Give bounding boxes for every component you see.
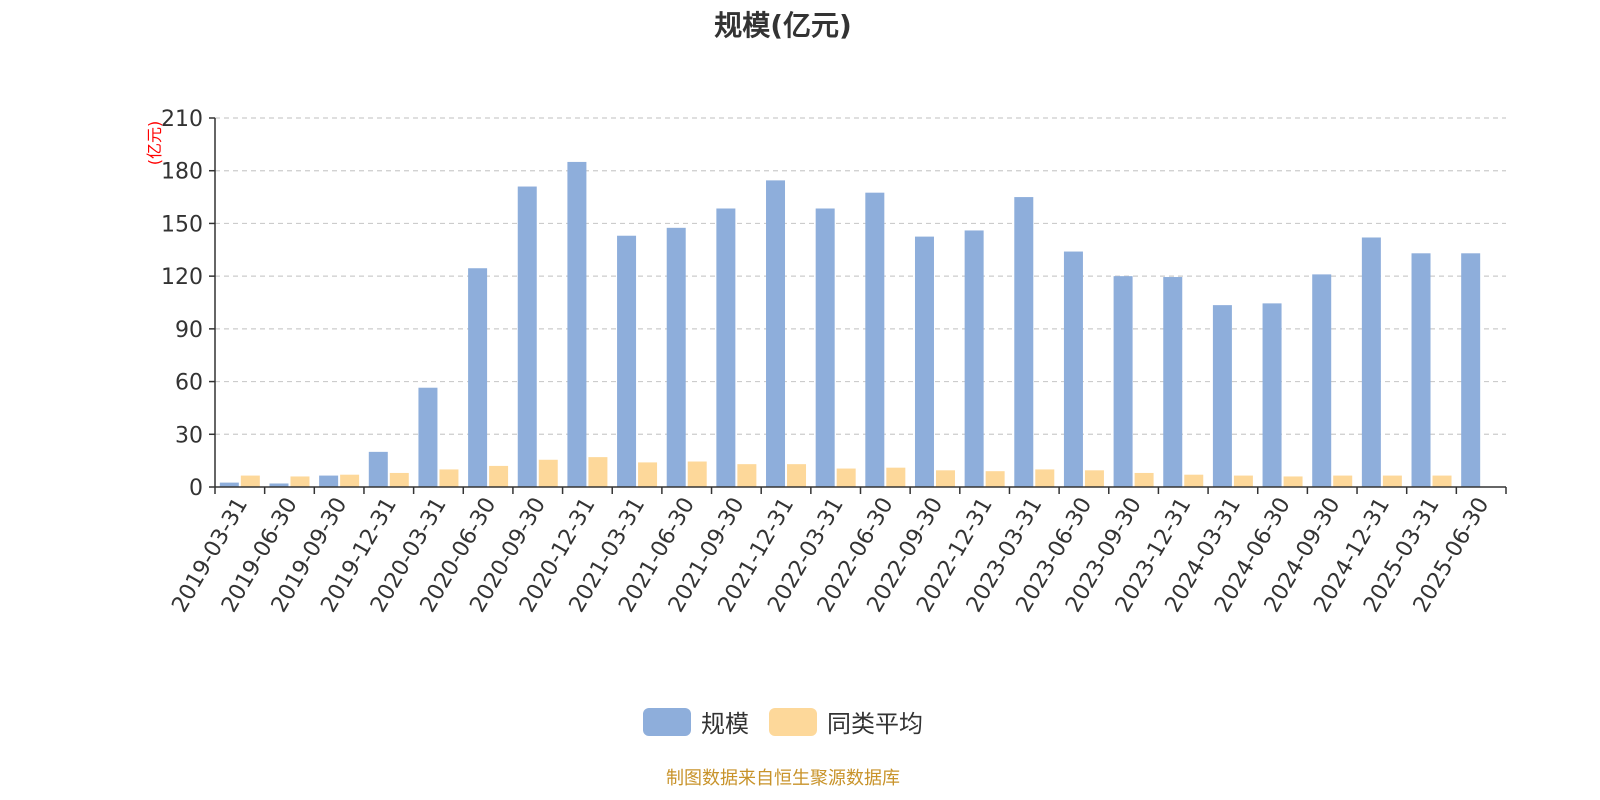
bar-scale[interactable] [617, 235, 637, 487]
bar-scale[interactable] [319, 475, 339, 487]
bar-peer-average[interactable] [1233, 475, 1253, 487]
bar-peer-average[interactable] [1283, 476, 1303, 487]
bar-scale[interactable] [1212, 305, 1232, 487]
bar-peer-average[interactable] [1382, 475, 1402, 487]
legend-swatch-scale [643, 707, 691, 736]
bar-scale[interactable] [815, 208, 835, 487]
bar-peer-average[interactable] [787, 464, 807, 487]
bar-scale[interactable] [766, 180, 786, 487]
legend-label-peer-average: 同类平均 [827, 710, 923, 738]
bar-peer-average[interactable] [1432, 475, 1452, 487]
bar-scale[interactable] [1312, 274, 1332, 487]
legend-swatch-peer-average [769, 707, 817, 736]
bar-scale[interactable] [1411, 253, 1431, 487]
bar-scale[interactable] [1262, 303, 1282, 487]
bar-scale[interactable] [219, 482, 239, 487]
y-tick-label: 60 [175, 371, 203, 396]
source-note: 制图数据来自恒生聚源数据库 [666, 768, 900, 789]
bar-scale[interactable] [1014, 197, 1034, 488]
bar-scale[interactable] [468, 268, 488, 487]
bar-scale[interactable] [1113, 276, 1133, 487]
bar-scale[interactable] [368, 451, 388, 487]
bar-peer-average[interactable] [638, 462, 658, 487]
bar-chart: 0 30 60 90 120 150 180 210 2019-03-312019-06-30… [145, 107, 1507, 617]
legend: 规模 同类平均 [0, 704, 1566, 739]
bar-scale[interactable] [269, 483, 289, 487]
bar-peer-average[interactable] [389, 472, 409, 487]
bar-peer-average[interactable] [985, 471, 1005, 487]
bar-peer-average[interactable] [687, 461, 707, 487]
bar-scale[interactable] [914, 236, 934, 487]
bar-scale[interactable] [865, 192, 885, 487]
bar-scale[interactable] [1361, 237, 1381, 487]
bar-peer-average[interactable] [1035, 469, 1055, 487]
bar-scale[interactable] [964, 230, 984, 487]
bar-scale[interactable] [666, 227, 686, 488]
bar-scale[interactable] [517, 186, 537, 487]
bar-peer-average[interactable] [1184, 474, 1204, 487]
bar-scale[interactable] [418, 387, 438, 487]
bar-peer-average[interactable] [240, 475, 260, 487]
bar-peer-average[interactable] [439, 469, 459, 487]
bar-peer-average[interactable] [1134, 472, 1154, 487]
y-tick-label: 30 [175, 423, 203, 448]
y-tick-label: 210 [161, 107, 203, 132]
y-axis-label: (亿元) [145, 121, 164, 166]
bar-scale[interactable] [1063, 251, 1083, 487]
bar-peer-average[interactable] [886, 467, 906, 487]
bar-scale[interactable] [716, 208, 736, 487]
bar-peer-average[interactable] [935, 470, 955, 487]
axes [209, 117, 1507, 494]
y-tick-label: 0 [189, 476, 203, 501]
y-tick-labels: 0 30 60 90 120 150 180 210 [161, 107, 203, 501]
x-tick-labels: 2019-03-312019-06-302019-09-302019-12-31… [167, 494, 1494, 617]
bar-peer-average[interactable] [489, 465, 509, 487]
bar-peer-average[interactable] [1084, 470, 1104, 487]
gridlines [215, 117, 1506, 435]
bar-peer-average[interactable] [737, 464, 757, 487]
bar-peer-average[interactable] [588, 457, 608, 487]
bar-scale[interactable] [567, 161, 587, 487]
y-tick-label: 90 [175, 318, 203, 343]
bar-peer-average[interactable] [1333, 475, 1353, 487]
bar-peer-average[interactable] [836, 468, 856, 487]
y-tick-label: 150 [161, 212, 203, 237]
bar-peer-average[interactable] [538, 459, 558, 487]
bar-peer-average[interactable] [340, 474, 360, 487]
legend-item-peer-average[interactable]: 同类平均 [769, 704, 923, 739]
legend-item-scale[interactable]: 规模 [643, 704, 749, 739]
bar-peer-average[interactable] [290, 476, 310, 487]
chart-title: 规模(亿元) [714, 9, 852, 42]
bar-scale[interactable] [1461, 253, 1481, 487]
bars [219, 161, 1481, 488]
legend-label-scale: 规模 [701, 710, 749, 738]
y-tick-label: 120 [161, 265, 203, 290]
bar-scale[interactable] [1163, 277, 1183, 487]
y-tick-label: 180 [161, 160, 203, 185]
